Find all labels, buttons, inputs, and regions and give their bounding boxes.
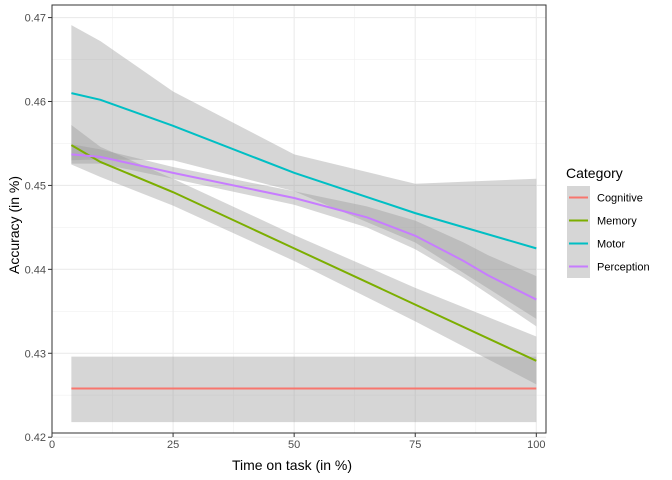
- y-tick-label: 0.42: [25, 432, 46, 444]
- ribbon-perception: [71, 144, 537, 327]
- y-axis-ticks: 0.42 0.43 0.44 0.45 0.46 0.47: [25, 13, 52, 444]
- legend: Category Cognitive Memory Motor Perception: [566, 165, 650, 278]
- legend-label-perception: Perception: [597, 262, 650, 274]
- y-axis-title: Accuracy (in %): [6, 176, 22, 274]
- x-tick-label: 25: [167, 439, 179, 451]
- series-lines: [70, 92, 537, 390]
- ribbon-memory: [71, 125, 537, 385]
- x-axis-title: Time on task (in %): [232, 457, 352, 473]
- plot-panel: [52, 5, 546, 433]
- line-perception: [71, 153, 537, 301]
- x-tick-label: 75: [409, 439, 421, 451]
- legend-label-motor: Motor: [597, 239, 625, 251]
- y-tick-label: 0.46: [25, 97, 46, 109]
- line-memory: [70, 144, 537, 362]
- major-gridlines: [51, 5, 546, 438]
- legend-label-cognitive: Cognitive: [597, 193, 643, 205]
- plot-panel-border: [51, 4, 547, 434]
- line-motor: [71, 92, 537, 250]
- y-tick-label: 0.45: [25, 180, 46, 192]
- x-axis-ticks: 0 25 50 75 100: [49, 433, 545, 451]
- ribbon-motor: [71, 25, 537, 319]
- x-tick-label: 0: [49, 439, 55, 451]
- y-tick-label: 0.43: [25, 348, 46, 360]
- x-tick-label: 50: [288, 439, 300, 451]
- y-tick-label: 0.44: [25, 264, 46, 276]
- legend-title: Category: [566, 165, 623, 181]
- x-tick-label: 100: [527, 439, 545, 451]
- y-tick-label: 0.47: [25, 13, 46, 25]
- legend-label-memory: Memory: [597, 216, 637, 228]
